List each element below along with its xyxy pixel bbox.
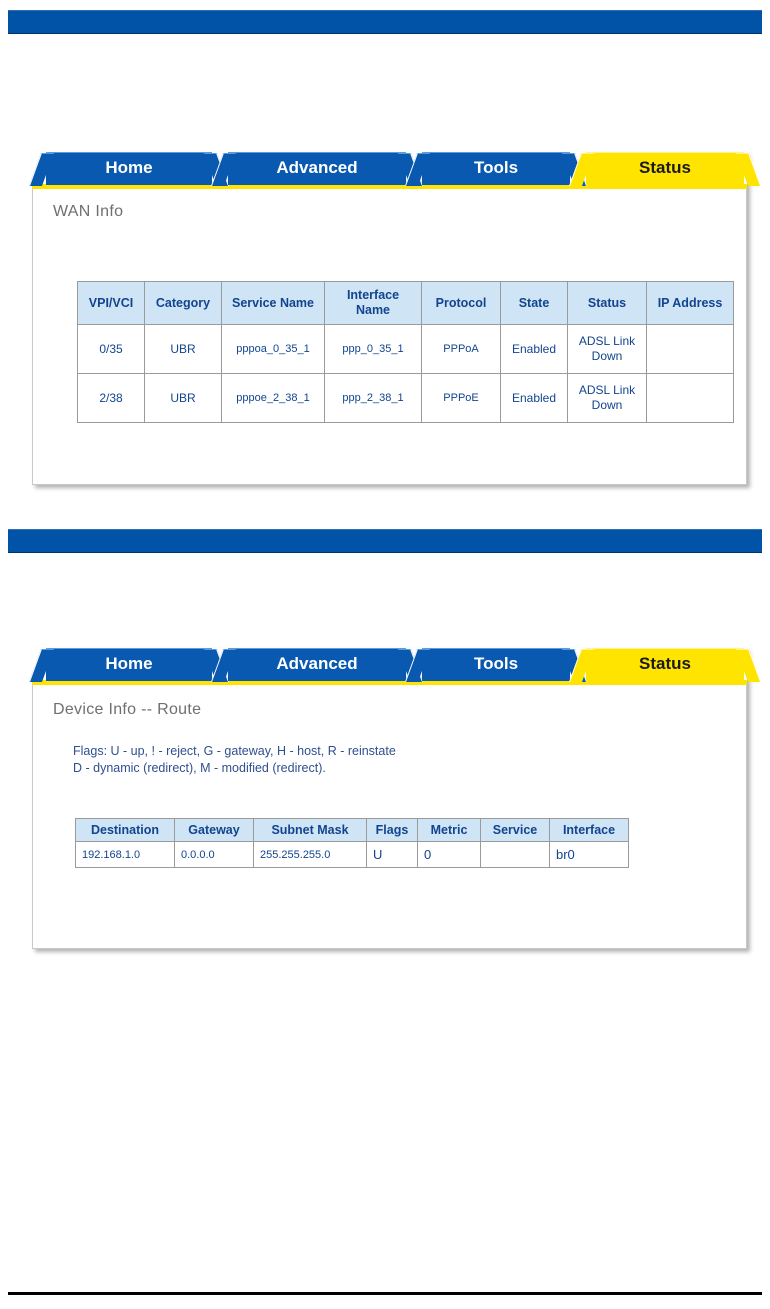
tab-underline [32,680,747,685]
cell-metric: 0 [417,841,481,868]
cell-gateway: 0.0.0.0 [174,841,254,868]
col-ip-address: IP Address [646,281,734,325]
col-service: Service [480,818,550,842]
cell-category: UBR [144,324,222,374]
cell-service [480,841,550,868]
col-metric: Metric [417,818,481,842]
tab-strip-wan: Home Advanced Tools Status [28,152,762,186]
tab-home-label: Home [105,654,153,673]
tab-advanced-label: Advanced [276,654,358,673]
col-status: Status [567,281,647,325]
cell-state: Enabled [500,324,568,374]
cell-state: Enabled [500,373,568,423]
tab-advanced-label: Advanced [276,158,358,177]
flags-legend: Flags: U - up, ! - reject, G - gateway, … [33,719,746,777]
bottom-divider [8,1292,762,1295]
cell-ip-address [646,324,734,374]
tab-strip-route: Home Advanced Tools Status [28,648,762,682]
col-category: Category [144,281,222,325]
col-flags: Flags [366,818,418,842]
tab-status-label: Status [639,158,691,177]
cell-interface: br0 [549,841,629,868]
page-title-wan: WAN Info [53,203,124,220]
cell-ip-address [646,373,734,423]
col-service-name: Service Name [221,281,325,325]
cell-status: ADSL Link Down [567,324,647,374]
cell-service-name: pppoa_0_35_1 [221,324,325,374]
tab-status[interactable]: Status [568,152,762,186]
device-info-route-body: Device Info -- Route Flags: U - up, ! - … [32,685,747,949]
cell-vpi-vci: 0/35 [77,324,145,374]
col-vpi-vci: VPI/VCI [77,281,145,325]
cell-service-name: pppoe_2_38_1 [221,373,325,423]
tab-advanced[interactable]: Advanced [210,152,424,186]
table-header-row: Destination Gateway Subnet Mask Flags Me… [75,818,629,842]
tab-home-label: Home [105,158,153,177]
table-header-row: VPI/VCI Category Service Name Interface … [77,281,734,325]
middle-blue-bar [8,529,762,553]
tab-underline [32,184,747,189]
tab-tools[interactable]: Tools [404,152,588,186]
wan-info-body: WAN Info VPI/VCI Category Service Name I… [32,189,747,485]
tab-tools-label: Tools [473,654,519,673]
tab-tools-label: Tools [473,158,519,177]
cell-interface-name: ppp_0_35_1 [324,324,422,374]
tab-status[interactable]: Status [568,648,762,682]
table-row: 2/38 UBR pppoe_2_38_1 ppp_2_38_1 PPPoE E… [77,373,734,423]
flags-legend-line-2: D - dynamic (redirect), M - modified (re… [73,761,326,775]
col-destination: Destination [75,818,175,842]
tab-home[interactable]: Home [28,152,230,186]
cell-protocol: PPPoE [421,373,501,423]
cell-destination: 192.168.1.0 [75,841,175,868]
col-subnet-mask: Subnet Mask [253,818,367,842]
table-row: 0/35 UBR pppoa_0_35_1 ppp_0_35_1 PPPoA E… [77,324,734,374]
tab-edge-right [735,649,762,682]
wan-info-table: VPI/VCI Category Service Name Interface … [77,281,734,423]
cell-category: UBR [144,373,222,423]
wan-info-panel: Home Advanced Tools Status WAN Info VPI/… [28,152,762,485]
tab-edge-right [735,153,762,186]
col-interface: Interface [549,818,629,842]
tab-home[interactable]: Home [28,648,230,682]
tab-tools[interactable]: Tools [404,648,588,682]
cell-interface-name: ppp_2_38_1 [324,373,422,423]
tab-status-label: Status [639,654,691,673]
device-info-route-panel: Home Advanced Tools Status Device Info -… [28,648,762,949]
tab-edge-left [28,649,55,682]
cell-protocol: PPPoA [421,324,501,374]
table-row: 192.168.1.0 0.0.0.0 255.255.255.0 U 0 br… [75,841,629,868]
top-blue-bar [8,10,762,34]
col-protocol: Protocol [421,281,501,325]
route-table: Destination Gateway Subnet Mask Flags Me… [75,818,629,868]
col-state: State [500,281,568,325]
tab-edge-left [28,153,55,186]
col-gateway: Gateway [174,818,254,842]
cell-vpi-vci: 2/38 [77,373,145,423]
tab-advanced[interactable]: Advanced [210,648,424,682]
page-title-route: Device Info -- Route [53,701,202,718]
col-interface-name: Interface Name [324,281,422,325]
cell-flags: U [366,841,418,868]
flags-legend-line-1: Flags: U - up, ! - reject, G - gateway, … [73,744,396,758]
cell-status: ADSL Link Down [567,373,647,423]
cell-subnet-mask: 255.255.255.0 [253,841,367,868]
